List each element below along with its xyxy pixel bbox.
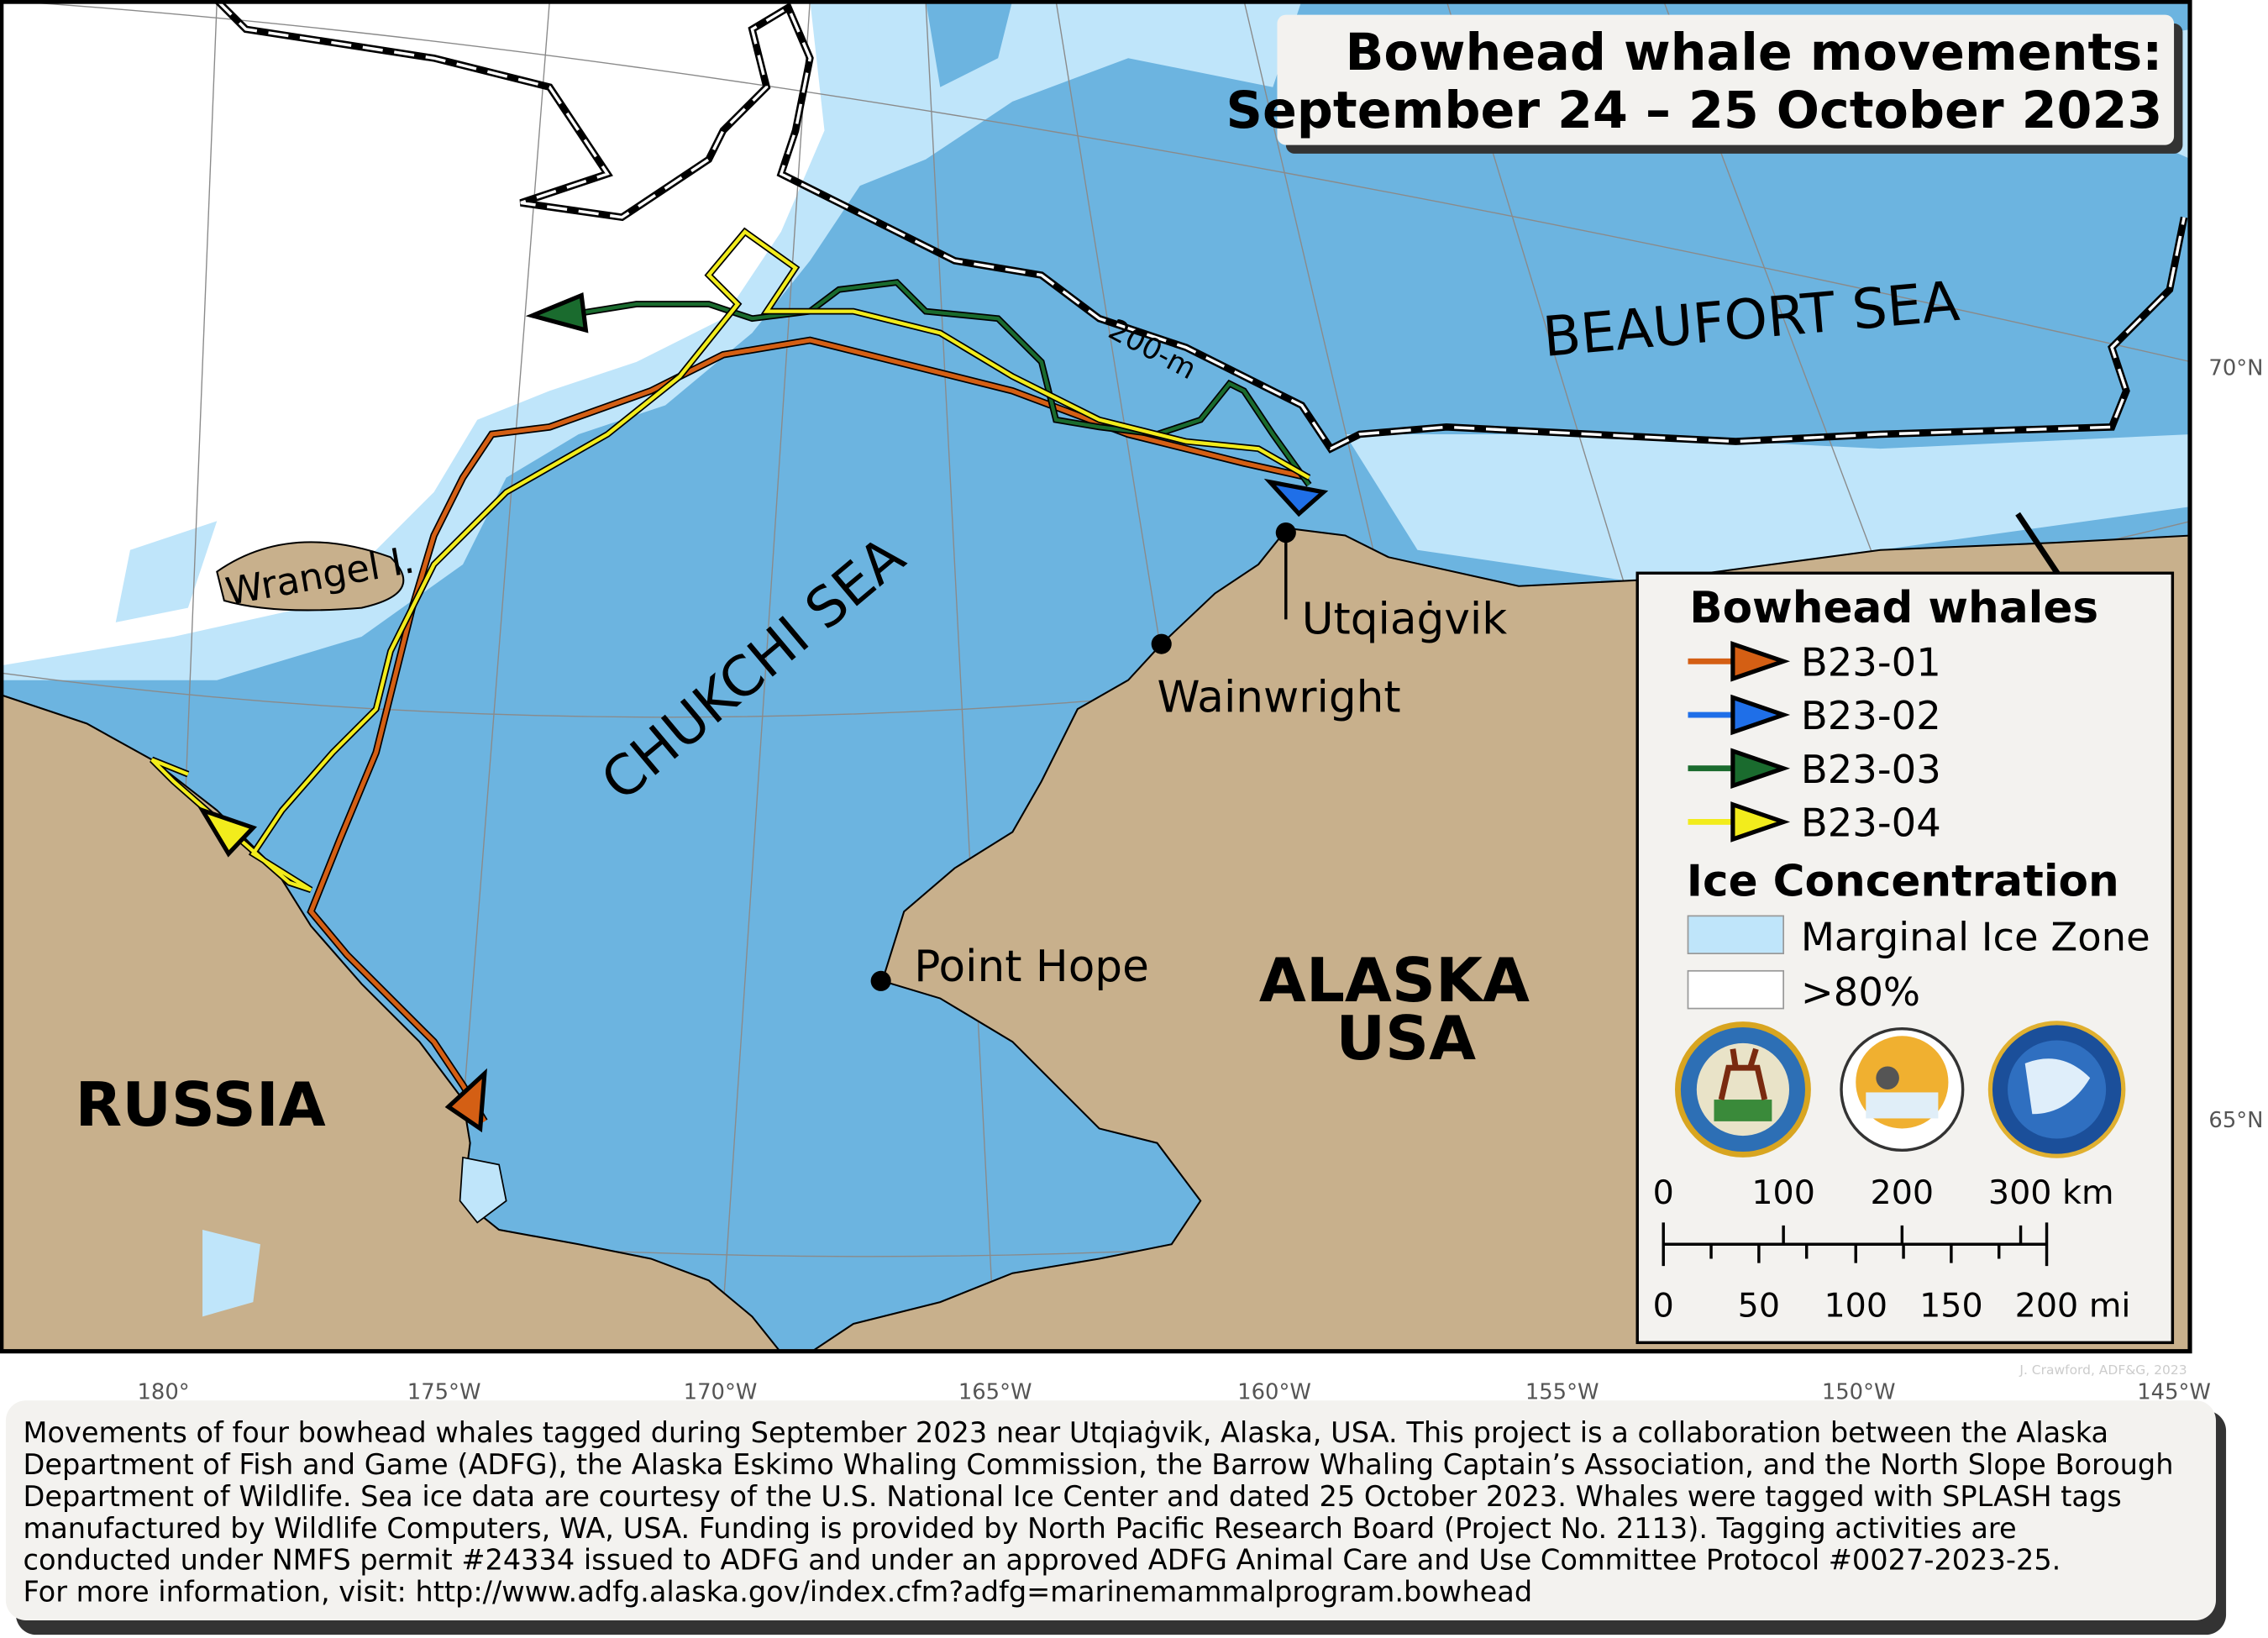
legend-item-b23-03: B23-03 [1688,747,1941,792]
legend-item-b23-02: B23-02 [1688,693,1941,738]
point-hope-label: Point Hope [914,942,1149,992]
svg-text:0: 0 [1653,1286,1674,1325]
svg-text:100: 100 [1824,1286,1887,1325]
svg-text:B23-01: B23-01 [1801,640,1941,685]
usa-label: USA [1336,1004,1476,1074]
pack-ice [0,0,825,666]
end-arrow-b23-03 [525,291,589,333]
wainwright-label: Wainwright [1158,673,1401,723]
pack-ice-swatch [1687,969,1785,1010]
caption-line: conducted under NMFS permit #24334 issue… [24,1544,2061,1577]
caption-url-line: For more information, visit: http://www.… [24,1576,1533,1609]
caption-line: Department of Fish and Game (ADFG), the … [24,1448,2174,1481]
utqiagvik-label: Utqiaġvik [1302,595,1508,645]
caption-line: manufactured by Wildlife Computers, WA, … [24,1512,2017,1545]
svg-text:B23-04: B23-04 [1801,801,1941,846]
svg-text:150: 150 [1919,1286,1983,1325]
legend-whales-title: Bowhead whales [1689,583,2098,633]
svg-text:200 mi: 200 mi [2015,1286,2131,1325]
legend-ice-title: Ice Concentration [1687,856,2119,906]
russia-label: RUSSIA [76,1070,326,1141]
svg-text:70°N: 70°N [2208,355,2263,381]
svg-text:B23-02: B23-02 [1801,693,1941,738]
svg-text:65°N: 65°N [2208,1108,2263,1133]
marginal-ice-swatch [1687,915,1785,955]
marginal-ice-label: Marginal Ice Zone [1801,915,2150,960]
title-line-2: September 24 – 25 October 2023 [1226,81,2163,140]
pack-ice-label: >80% [1801,969,1920,1015]
nsb-logo [1840,1026,1965,1152]
russia-land [0,693,783,1353]
legend-item-b23-04: B23-04 [1688,801,1941,846]
svg-text:0: 0 [1653,1173,1674,1212]
caption-line: Department of Wildlife. Sea ice data are… [24,1480,2122,1513]
adfg-logo [1675,1021,1811,1158]
caption-line: Movements of four bowhead whales tagged … [24,1416,2109,1449]
map-frame [0,0,2192,1354]
marginal-ice-zone [1345,433,2192,586]
caption-box: Movements of four bowhead whales tagged … [5,1400,2227,1635]
end-arrow-b23-01 [444,1068,487,1133]
svg-text:50: 50 [1738,1286,1780,1325]
alaska-label: ALASKA [1259,946,1530,1016]
wainwright-marker [1151,633,1172,654]
isobath-200m [214,0,2188,454]
svg-text:300 km: 300 km [1988,1173,2114,1212]
credit: J. Crawford, ADF&G, 2023 [2019,1362,2187,1378]
legend-item-b23-01: B23-01 [1688,640,1941,685]
legend: Bowhead whales B23-01 B23-02 B23-03 B23-… [1635,571,2175,1345]
title-line-1: Bowhead whale movements: [1346,24,2163,82]
title-box: Bowhead whale movements: September 24 – … [1226,14,2183,154]
svg-text:100: 100 [1751,1173,1815,1212]
whale-tracks [150,227,1329,1133]
wrangel-island [216,541,405,612]
point-hope-marker [870,970,891,991]
end-arrow-b23-04 [197,806,257,858]
svg-text:B23-03: B23-03 [1801,747,1941,792]
nprb-logo [1987,1021,2126,1158]
scale-bar: 0 100 200 300 km 0 50 100 150 200 mi [1653,1173,2131,1325]
svg-text:200: 200 [1871,1173,1935,1212]
end-arrow-b23-02 [1263,478,1329,517]
latitude-labels: 70°N 65°N [2208,355,2263,1132]
